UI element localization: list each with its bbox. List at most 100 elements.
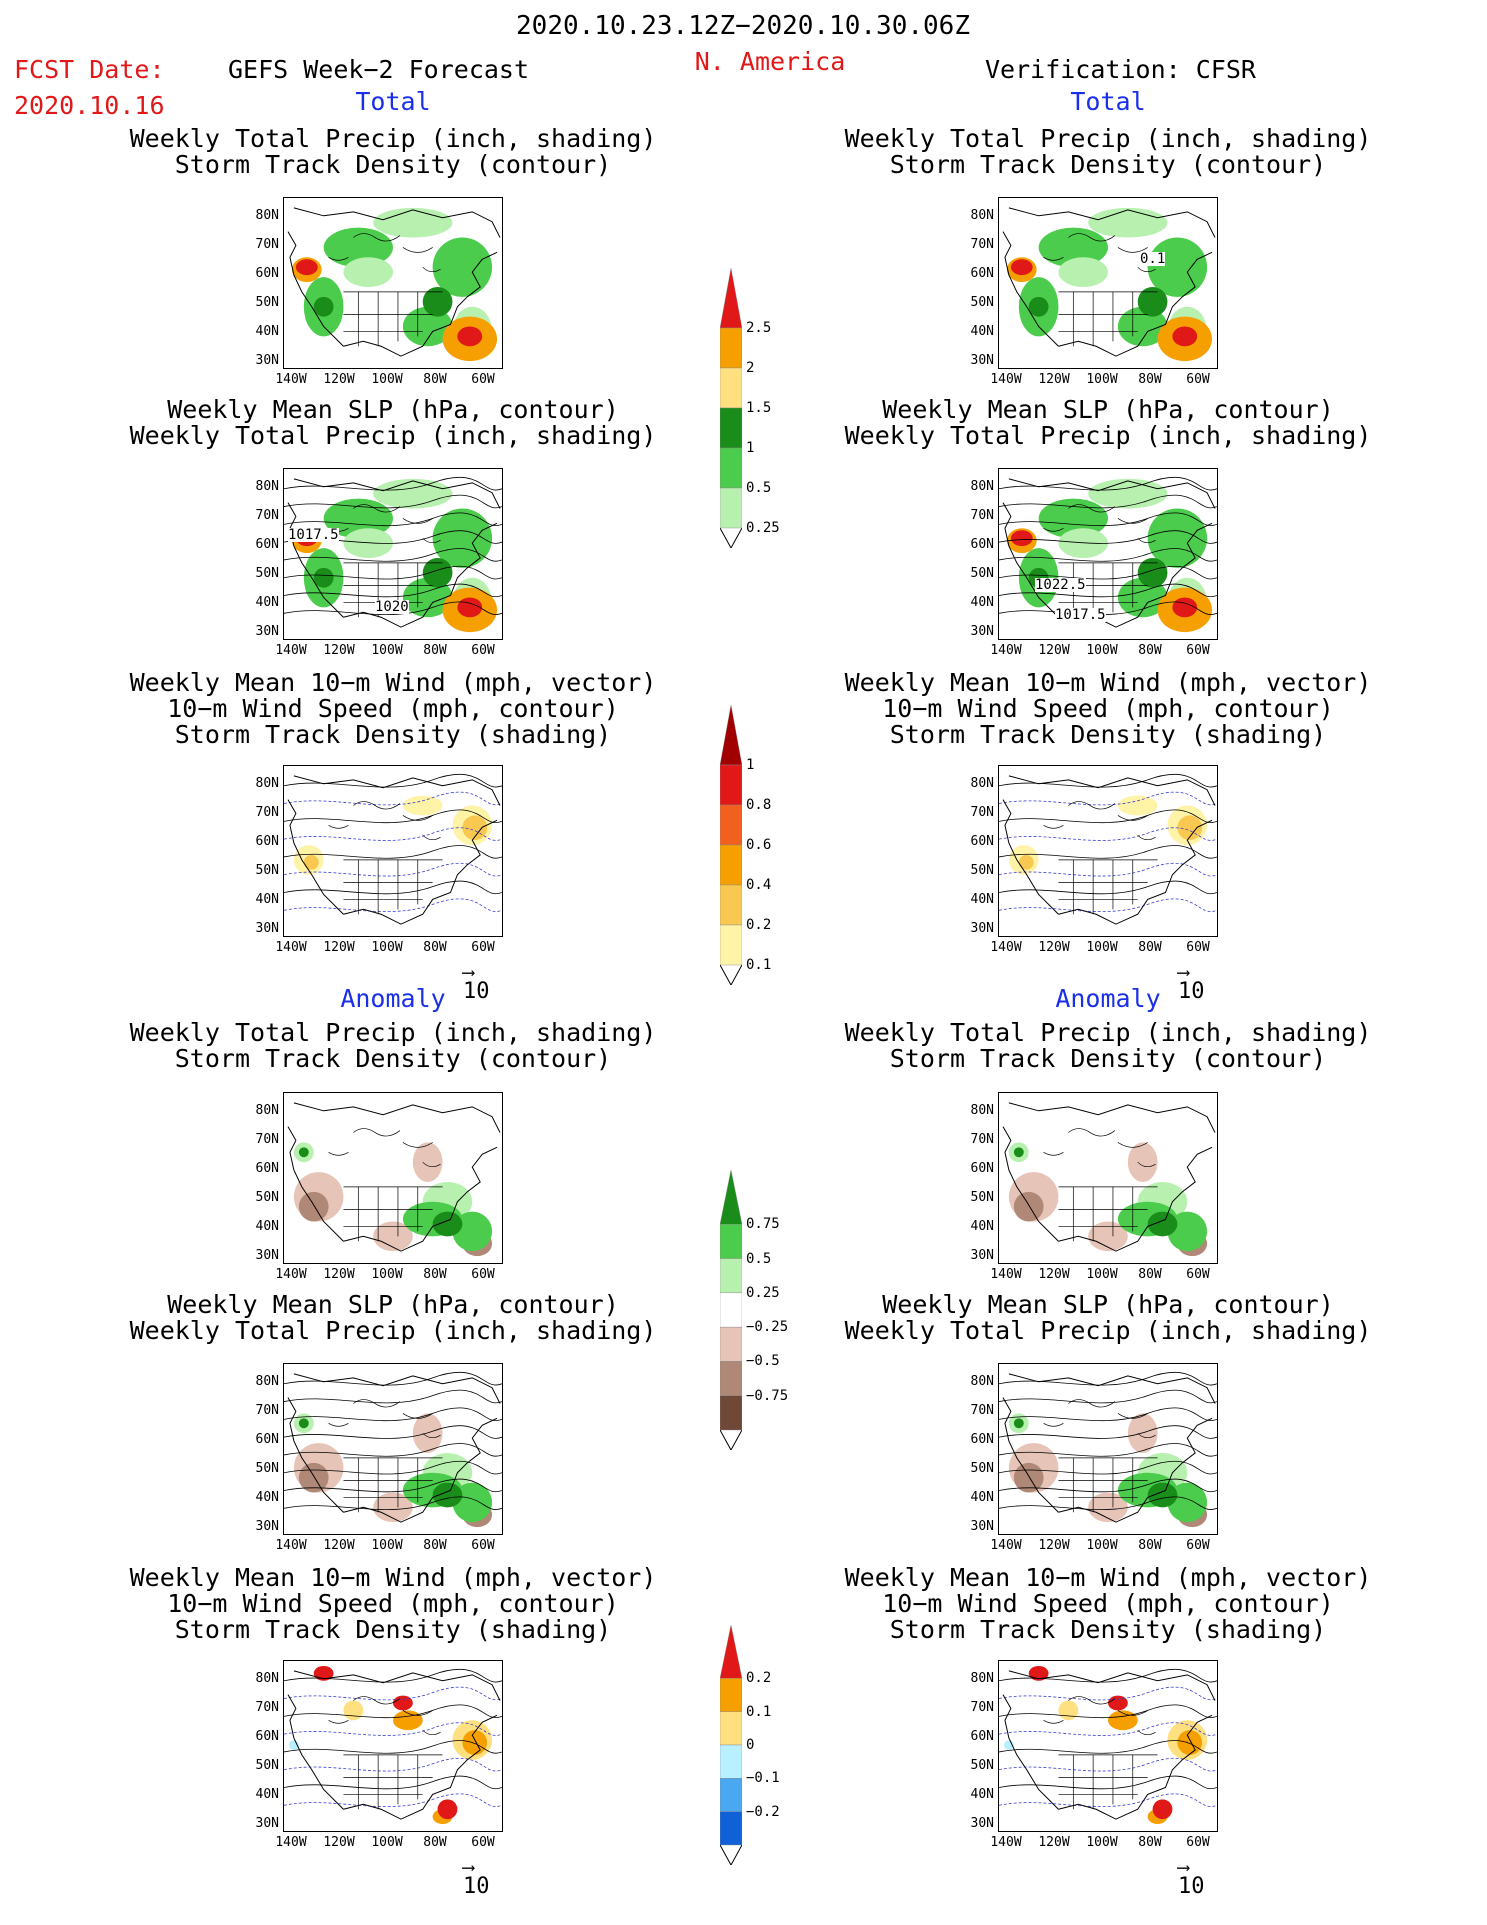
lon-tick-label: 80W — [423, 940, 447, 955]
lon-tick-label: 80W — [1138, 1267, 1162, 1282]
lat-tick-label: 30N — [255, 1519, 279, 1534]
map-fcst-anom-slp_precip — [283, 1363, 503, 1535]
shading-region — [1167, 1482, 1208, 1523]
colorbar-label: 0.4 — [746, 877, 772, 893]
lat-tick-label: 40N — [255, 324, 279, 339]
colorbar-label: 2 — [746, 360, 755, 376]
contour-line — [999, 583, 1217, 598]
colorbar-swatch — [719, 1778, 743, 1812]
lat-tick-label: 30N — [255, 1248, 279, 1263]
colorbar-label: 0.2 — [746, 917, 772, 933]
lat-tick-label: 80N — [255, 1374, 279, 1389]
map-fcst-total-precip_storm — [283, 197, 503, 369]
lat-tick-label: 50N — [970, 295, 994, 310]
shading-region — [1028, 296, 1049, 317]
lon-tick-label: 80W — [423, 372, 447, 387]
lat-tick-label: 50N — [255, 1758, 279, 1773]
map-fcst-anom-precip_storm — [283, 1092, 503, 1264]
lat-tick-label: 70N — [970, 237, 994, 252]
map-svg — [999, 1372, 1217, 1528]
lon-tick-label: 100W — [1086, 643, 1118, 658]
shading-region — [432, 1211, 463, 1237]
region-title: N. America — [694, 47, 846, 76]
lat-tick-label: 50N — [970, 863, 994, 878]
lon-tick-label: 60W — [1186, 1835, 1210, 1850]
lat-tick-label: 30N — [970, 1519, 994, 1534]
colorbar-swatch — [719, 1811, 743, 1846]
shading-region — [1013, 1191, 1044, 1222]
panel-title-line: Weekly Mean SLP (hPa, contour) — [882, 1290, 1334, 1319]
contour-value-label: 1022.5 — [1035, 577, 1086, 593]
contour-line — [999, 1478, 1217, 1493]
shading-region — [373, 207, 453, 238]
colorbar-svg — [719, 704, 743, 987]
colorbar-swatch — [719, 1292, 743, 1328]
lat-tick-label: 30N — [970, 1248, 994, 1263]
contour-line — [284, 1686, 502, 1701]
colorbar-swatch — [719, 1326, 743, 1362]
shading-region — [1058, 1700, 1079, 1721]
colorbar-swatch — [719, 267, 743, 329]
shading-region — [1167, 1211, 1208, 1252]
lon-tick-label: 60W — [1186, 1538, 1210, 1553]
colorbar-label: 0.75 — [746, 1216, 780, 1233]
shading-region — [1127, 1142, 1158, 1182]
colorbar-swatch — [719, 1361, 743, 1396]
lon-tick-label: 80W — [1138, 643, 1162, 658]
colorbar-label: −0.25 — [746, 1319, 789, 1336]
verification-title: Verification: CFSR — [985, 55, 1256, 84]
lon-tick-label: 120W — [323, 372, 355, 387]
lat-tick-label: 50N — [970, 1758, 994, 1773]
lon-tick-label: 140W — [275, 372, 307, 387]
colorbar-label: −0.1 — [746, 1770, 780, 1787]
panel-title-line: Storm Track Density (shading) — [174, 1615, 612, 1644]
lon-tick-label: 100W — [371, 940, 403, 955]
panel-title-line: 10−m Wind Speed (mph, contour) — [882, 1589, 1334, 1618]
map-fcst-anom-wind_storm — [283, 1660, 503, 1832]
panel-title-line: 10−m Wind Speed (mph, contour) — [882, 694, 1334, 723]
shading-region — [1018, 854, 1034, 870]
shading-region — [1013, 1418, 1024, 1429]
contour-line — [284, 845, 502, 859]
map-verif-total-slp_precip — [998, 468, 1218, 640]
lon-tick-label: 120W — [323, 1267, 355, 1282]
lon-tick-label: 100W — [371, 1538, 403, 1553]
panel-title-line: Weekly Mean SLP (hPa, contour) — [167, 395, 619, 424]
contour-line — [284, 583, 502, 598]
colorbar-anom_precip: 0.75 0.5 0.25 −0.25 −0.5 −0.75 — [719, 1169, 788, 1454]
colorbar-swatch — [719, 487, 743, 529]
panel-title-line: Weekly Total Precip (inch, shading) — [844, 1316, 1372, 1345]
lat-tick-label: 40N — [970, 324, 994, 339]
contour-line — [284, 1740, 502, 1754]
contour-value-label: 0.1 — [1140, 251, 1166, 267]
lat-tick-label: 80N — [970, 776, 994, 791]
contour-line — [999, 898, 1217, 913]
map-verif-total-wind_storm — [998, 765, 1218, 937]
colorbar-label: 0.1 — [746, 1703, 772, 1720]
colorbar-swatch — [719, 704, 743, 766]
contour-line — [999, 601, 1217, 616]
lat-tick-label: 80N — [970, 1103, 994, 1118]
contour-line — [999, 530, 1217, 544]
contour-line — [284, 1793, 502, 1808]
lat-tick-label: 70N — [970, 1132, 994, 1147]
lon-tick-label: 140W — [990, 372, 1022, 387]
colorbar-label: 0.6 — [746, 837, 772, 853]
contour-line — [999, 1775, 1217, 1790]
contour-line — [284, 1478, 502, 1493]
contour-line — [284, 898, 502, 913]
contour-line — [284, 1775, 502, 1790]
lon-tick-label: 60W — [471, 940, 495, 955]
contour-line — [999, 1686, 1217, 1701]
lon-tick-label: 60W — [471, 372, 495, 387]
lon-tick-label: 100W — [371, 643, 403, 658]
contour-line — [284, 1722, 502, 1736]
lon-tick-label: 120W — [323, 643, 355, 658]
panel-title: Weekly Total Precip (inch, shading) Storm… — [845, 1020, 1372, 1072]
colorbar-label: 2.5 — [746, 320, 772, 336]
lon-tick-label: 100W — [371, 1267, 403, 1282]
colorbar-label: −0.5 — [746, 1353, 780, 1370]
reference-arrow-icon: ⟶ — [1178, 1857, 1189, 1878]
shading-region — [422, 286, 453, 317]
contour-line — [284, 1461, 502, 1475]
